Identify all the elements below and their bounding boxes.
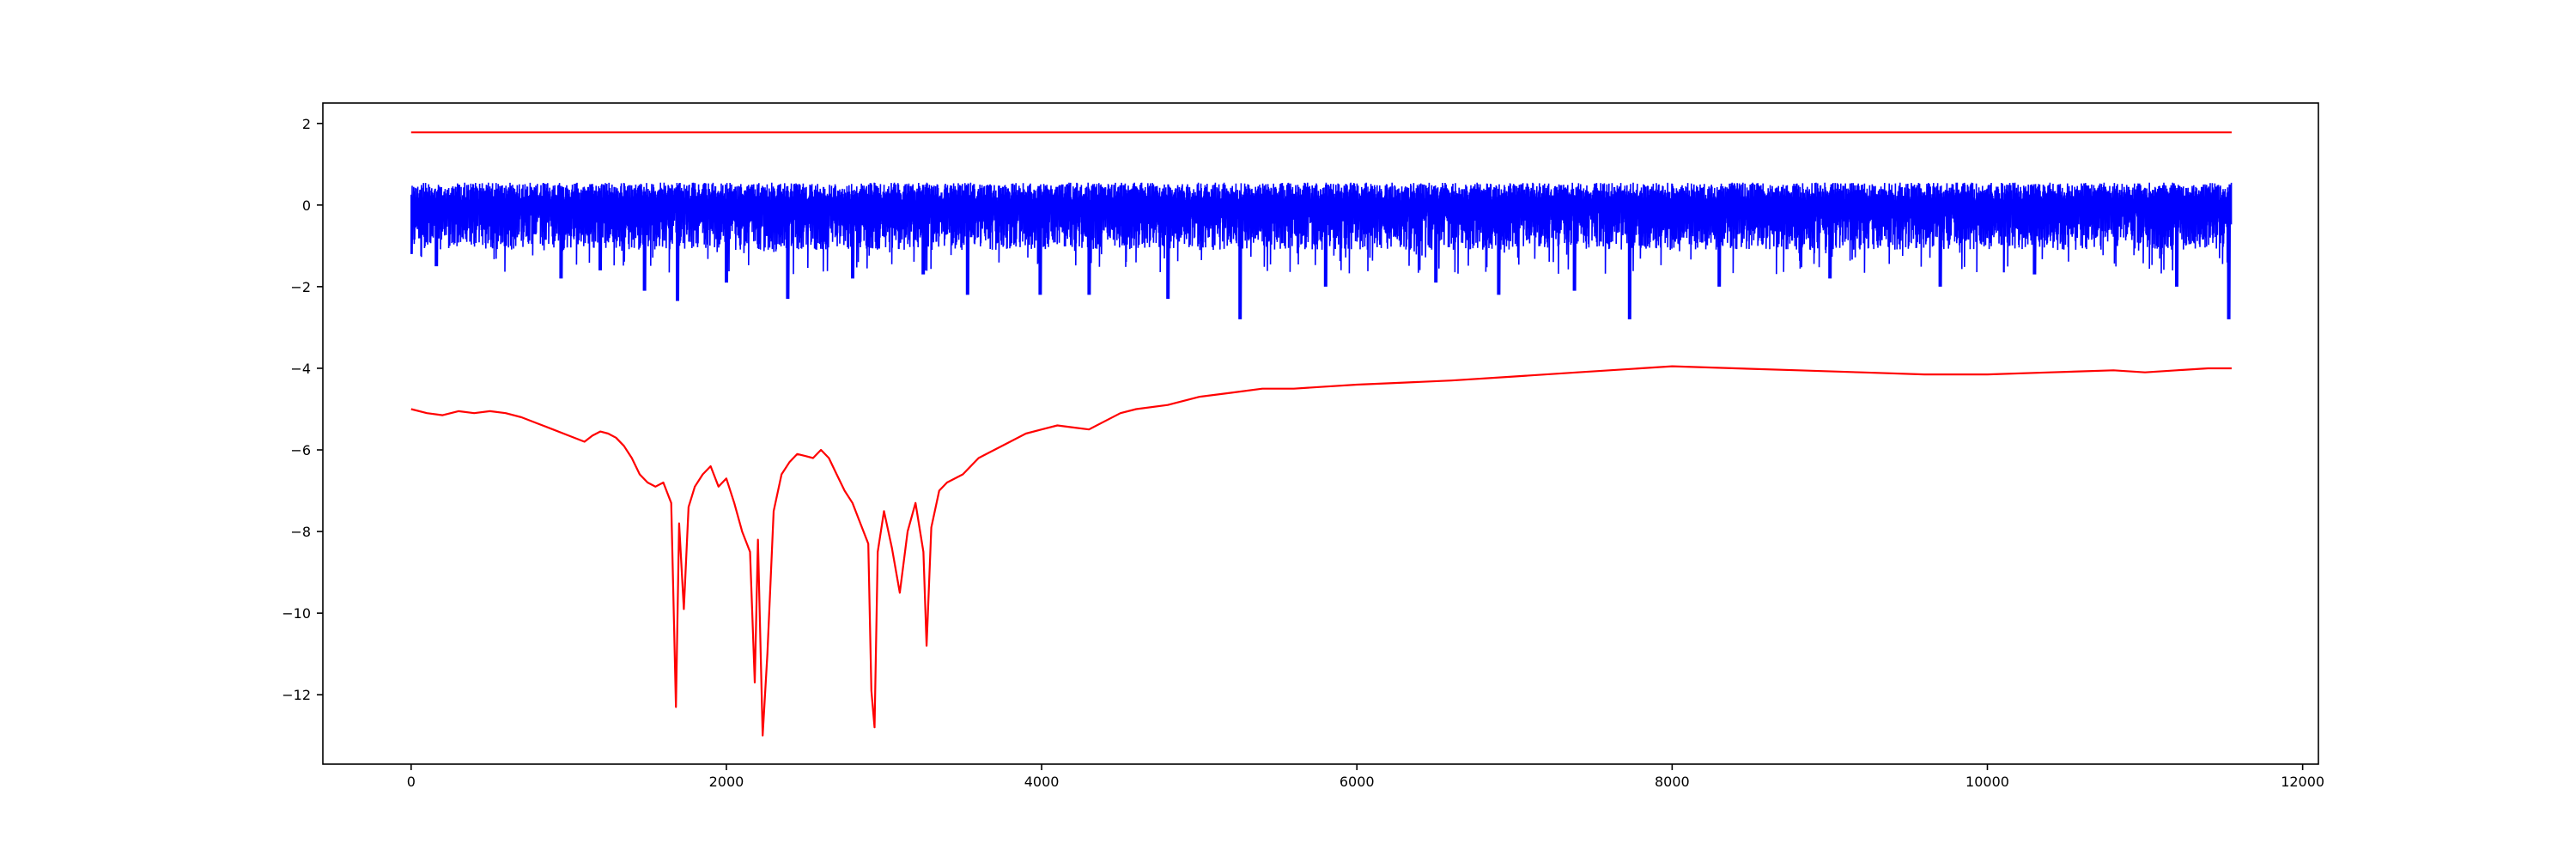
y-tick-label: 2: [302, 116, 311, 132]
x-tick-label: 0: [407, 774, 416, 790]
x-tick-label: 6000: [1340, 774, 1375, 790]
series-layer: [410, 131, 2233, 737]
x-tick-label: 10000: [1965, 774, 2009, 790]
x-tick-label: 4000: [1024, 774, 1060, 790]
y-tick-label: 0: [302, 197, 311, 214]
y-tick-label: −4: [290, 361, 311, 377]
x-tick-label: 8000: [1655, 774, 1690, 790]
x-tick-label: 12000: [2281, 774, 2324, 790]
y-tick-label: −2: [290, 279, 311, 295]
blue-noisy-series: [410, 182, 2233, 319]
y-tick-label: −8: [290, 524, 311, 540]
y-tick-label: −6: [290, 442, 311, 458]
y-tick-label: −12: [282, 687, 311, 703]
axes-layer: 0 2000 4000 6000 8000 10000 12000 2 0 −2 −4 −6 −8 −10…: [282, 102, 2324, 790]
red-line-series: [410, 365, 2232, 737]
plot-frame: [322, 102, 2319, 765]
y-tick-label: −10: [282, 605, 311, 622]
x-tick-label: 2000: [709, 774, 744, 790]
